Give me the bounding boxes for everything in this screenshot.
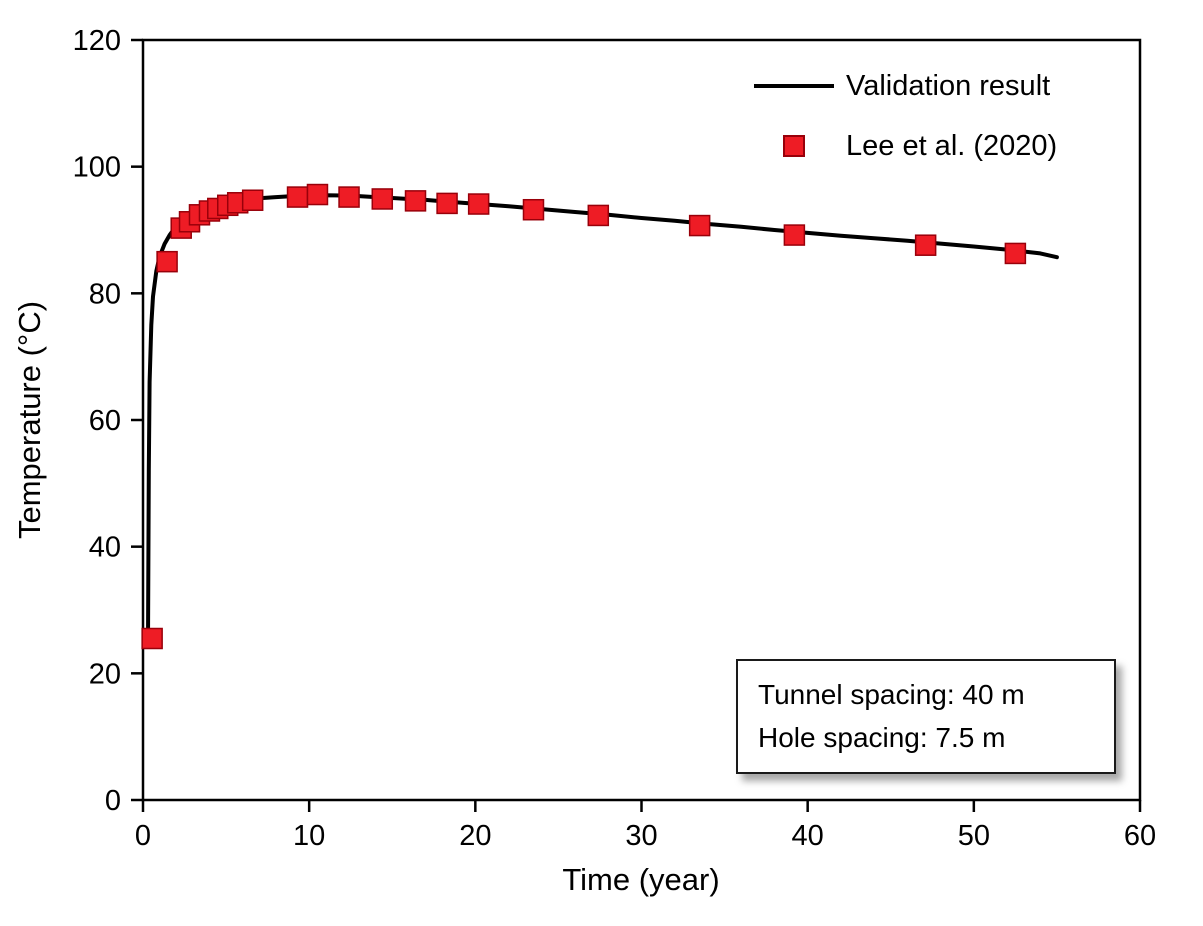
line-swatch-icon <box>754 84 834 88</box>
x-tick-label: 30 <box>625 820 657 852</box>
series-marker-square <box>404 190 427 212</box>
legend: Validation result Lee et al. (2020) <box>752 62 1057 170</box>
annotation-line-tunnel-spacing: Tunnel spacing: 40 m <box>758 679 1025 710</box>
series-marker-square <box>1004 242 1027 265</box>
series-marker-square <box>467 193 490 215</box>
y-tick-label: 100 <box>73 152 121 184</box>
legend-item-validation-result: Validation result <box>752 62 1057 110</box>
series-marker-square <box>338 186 360 208</box>
series-marker-square <box>371 188 394 210</box>
y-tick-label: 20 <box>89 658 121 690</box>
series-marker-square <box>914 234 937 256</box>
legend-label: Validation result <box>846 69 1051 102</box>
annotation-box: Tunnel spacing: 40 m Hole spacing: 7.5 m <box>736 659 1116 774</box>
series-marker-square <box>522 198 545 221</box>
series-marker-square <box>436 192 458 215</box>
x-tick-label: 50 <box>958 820 990 852</box>
y-tick-label: 0 <box>105 785 121 817</box>
series-marker-square <box>241 189 264 211</box>
series-marker-square <box>141 627 163 650</box>
legend-item-lee-et-al: Lee et al. (2020) <box>752 122 1057 170</box>
y-tick-label: 60 <box>89 405 121 437</box>
series-marker-square <box>156 250 178 273</box>
annotation-line-hole-spacing: Hole spacing: 7.5 m <box>758 722 1006 754</box>
x-tick-label: 0 <box>135 820 151 852</box>
series-marker-square <box>587 204 610 227</box>
x-tick-label: 60 <box>1124 820 1156 852</box>
x-tick-label: 10 <box>293 820 325 852</box>
y-tick-label: 80 <box>89 278 121 310</box>
y-tick-label: 40 <box>89 532 121 564</box>
y-tick-label: 120 <box>73 25 121 57</box>
x-tick-label: 20 <box>459 820 491 852</box>
legend-label: Lee et al. (2020) <box>846 129 1058 162</box>
legend-line-sample <box>752 84 836 88</box>
series-marker-square <box>306 183 329 206</box>
x-axis-title: Time (year) <box>562 862 719 897</box>
series-marker-square <box>286 186 309 208</box>
x-tick-label: 40 <box>792 820 824 852</box>
series-marker-square <box>688 214 711 237</box>
legend-marker-sample <box>752 135 836 157</box>
y-axis-title: Temperature (°C) <box>12 301 47 539</box>
square-marker-icon <box>783 135 805 157</box>
series-marker-square <box>783 224 806 246</box>
series-line-validation-result <box>146 193 1059 644</box>
